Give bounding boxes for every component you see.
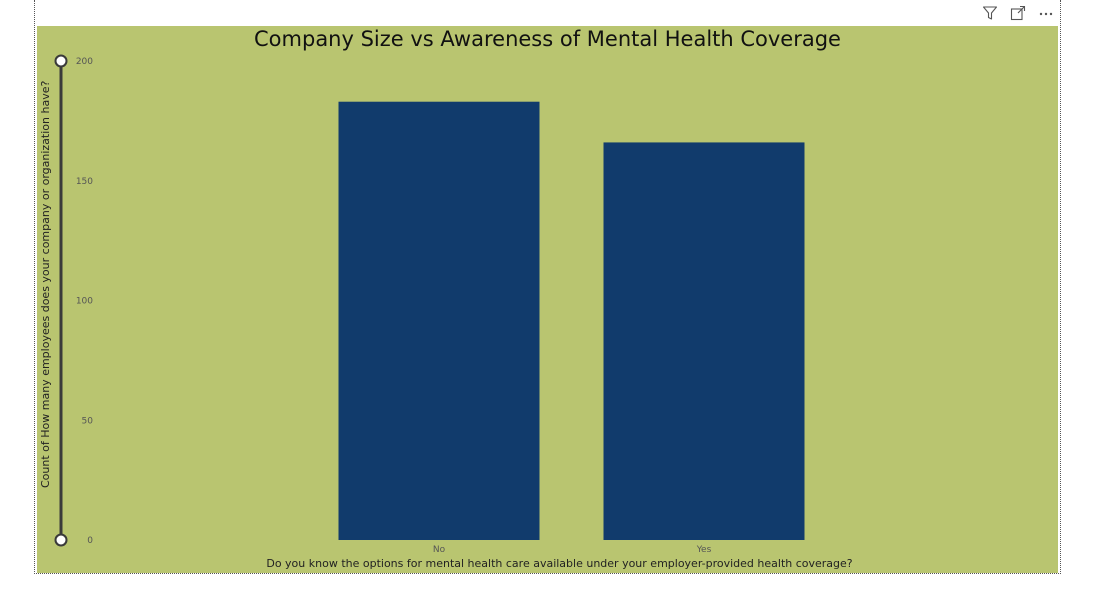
- bar-no[interactable]: [338, 101, 540, 540]
- visual-container: 0 50 100 150 200 No Yes Company Size vs Aware…: [34, 0, 1061, 574]
- more-options-icon[interactable]: [1036, 4, 1056, 22]
- y-axis-zoom-slider-handle-top[interactable]: [54, 54, 68, 68]
- y-tick-label: 100: [76, 297, 93, 307]
- focus-mode-icon[interactable]: [1008, 4, 1028, 22]
- filter-icon[interactable]: [980, 4, 1000, 22]
- x-tick-label: Yes: [696, 545, 712, 555]
- bar-yes[interactable]: [603, 142, 805, 540]
- x-tick-label: No: [433, 545, 446, 555]
- y-axis-title: Count of How many employees does your co…: [39, 80, 52, 488]
- y-axis-ticks: 0 50 100 150 200: [76, 57, 93, 546]
- visual-header: [35, 0, 1060, 26]
- chart-area: 0 50 100 150 200 No Yes Company Size vs Aware…: [37, 26, 1058, 573]
- y-tick-label: 0: [87, 536, 93, 546]
- y-tick-label: 200: [76, 57, 93, 67]
- x-axis-title: Do you know the options for mental healt…: [266, 557, 853, 570]
- bars: [338, 101, 805, 540]
- y-tick-label: 150: [76, 177, 93, 187]
- y-axis-zoom-slider-handle-bottom[interactable]: [54, 533, 68, 547]
- chart-title: Company Size vs Awareness of Mental Heal…: [254, 27, 841, 51]
- visual-header-icons: [980, 4, 1056, 22]
- x-axis-ticks: No Yes: [433, 545, 712, 555]
- bar-chart: 0 50 100 150 200 No Yes: [54, 54, 805, 555]
- y-tick-label: 50: [82, 416, 94, 426]
